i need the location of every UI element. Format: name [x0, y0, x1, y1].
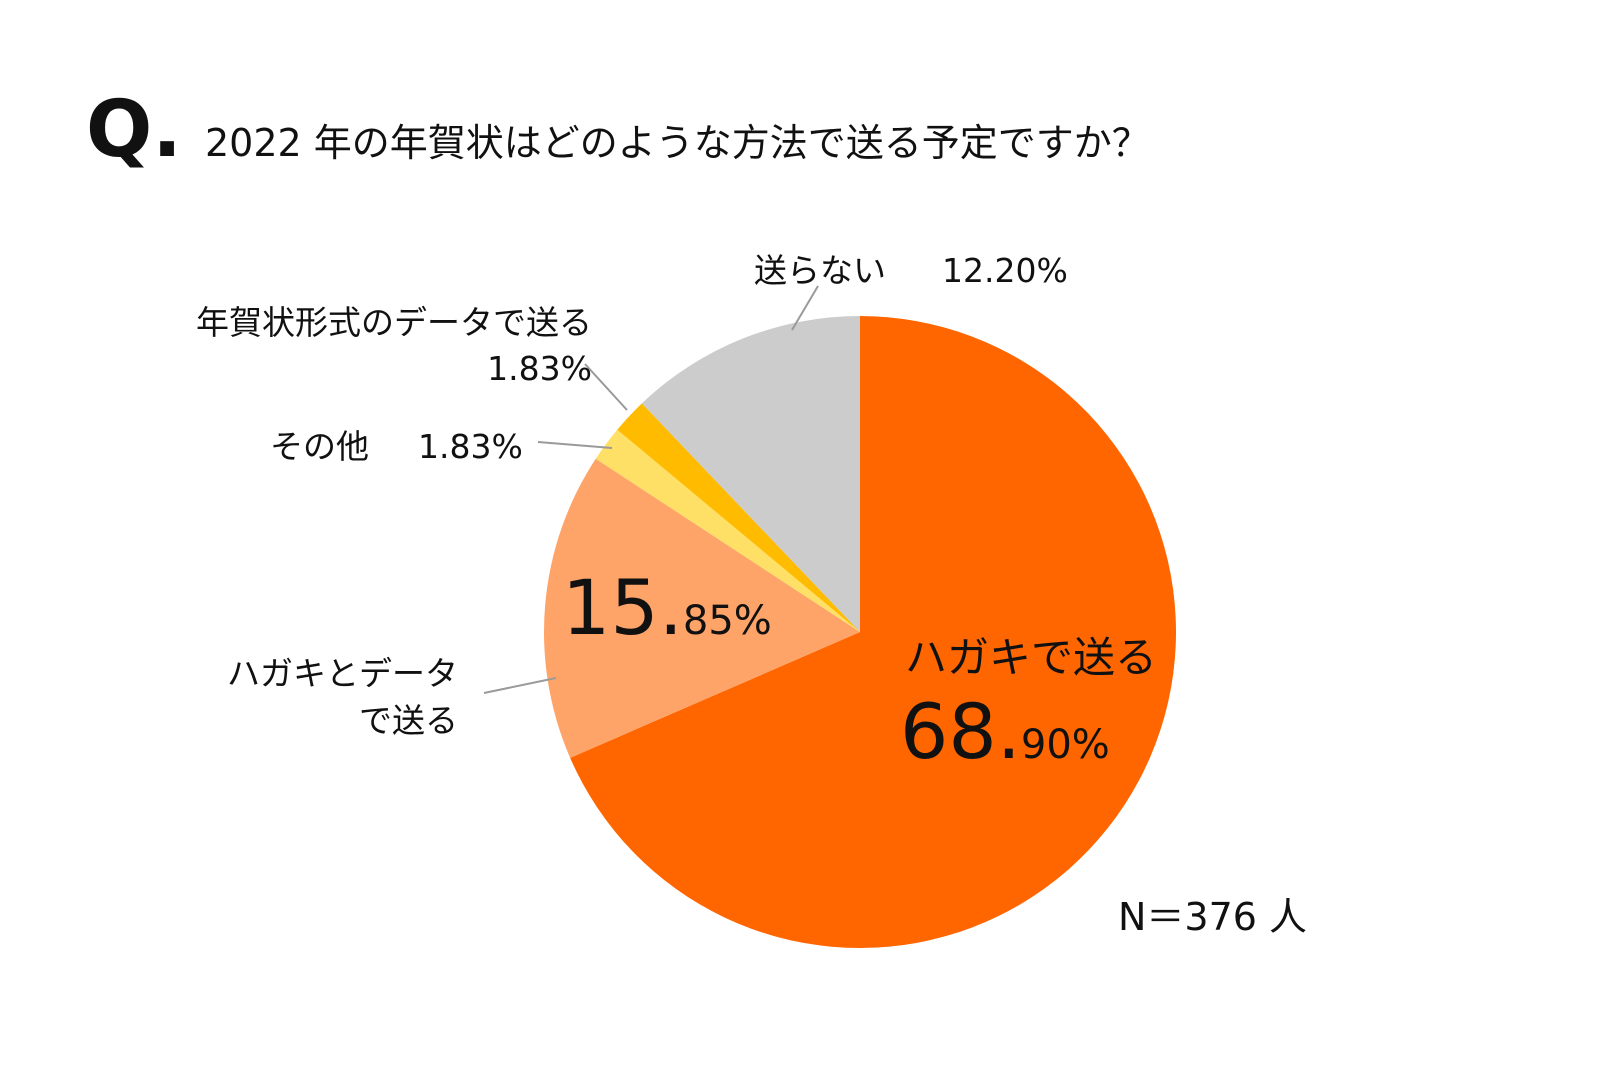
leader-line-not-sending: [791, 285, 819, 331]
pie-slice-postcard-and-data: [543, 458, 860, 758]
slice-label-other: その他: [270, 427, 369, 466]
slice-value-postcard-and-data: 15.85%: [562, 563, 772, 652]
slice-value-postcard-big: 68.: [900, 687, 1021, 776]
pie-slice-data-format: [617, 403, 860, 632]
slice-label-postcard-and-data-line2: で送る: [359, 701, 458, 740]
slice-value-postcard-and-data-big: 15.: [562, 563, 683, 652]
leader-line-other: [537, 441, 613, 449]
slice-value-data-format: 1.83%: [487, 349, 592, 388]
question-mark: Q.: [86, 85, 182, 175]
slice-value-postcard-and-data-small: 85%: [683, 598, 772, 644]
slice-label-postcard: ハガキで送る: [905, 633, 1157, 682]
sample-size: N＝376 人: [1118, 895, 1307, 939]
pie-slices: [543, 316, 1177, 948]
slice-label-not-sending: 送らない: [754, 251, 886, 290]
slice-value-other: 1.83%: [418, 427, 523, 466]
pie-slice-not-sending: [641, 316, 860, 632]
leader-line-data-format: [584, 363, 628, 411]
slice-value-postcard-small: 90%: [1021, 722, 1110, 768]
question-title: 2022 年の年賀状はどのような方法で送る予定ですか？: [205, 121, 1150, 165]
slice-label-data-format: 年賀状形式のデータで送る: [196, 303, 592, 342]
leader-line-postcard-and-data: [483, 677, 557, 694]
slice-value-not-sending: 12.20%: [942, 251, 1068, 290]
pie-slice-other: [595, 429, 860, 632]
slice-value-postcard: 68.90%: [900, 687, 1110, 776]
pie-slice-postcard: [570, 316, 1177, 948]
slice-label-postcard-and-data-line1: ハガキとデータ: [227, 654, 458, 693]
